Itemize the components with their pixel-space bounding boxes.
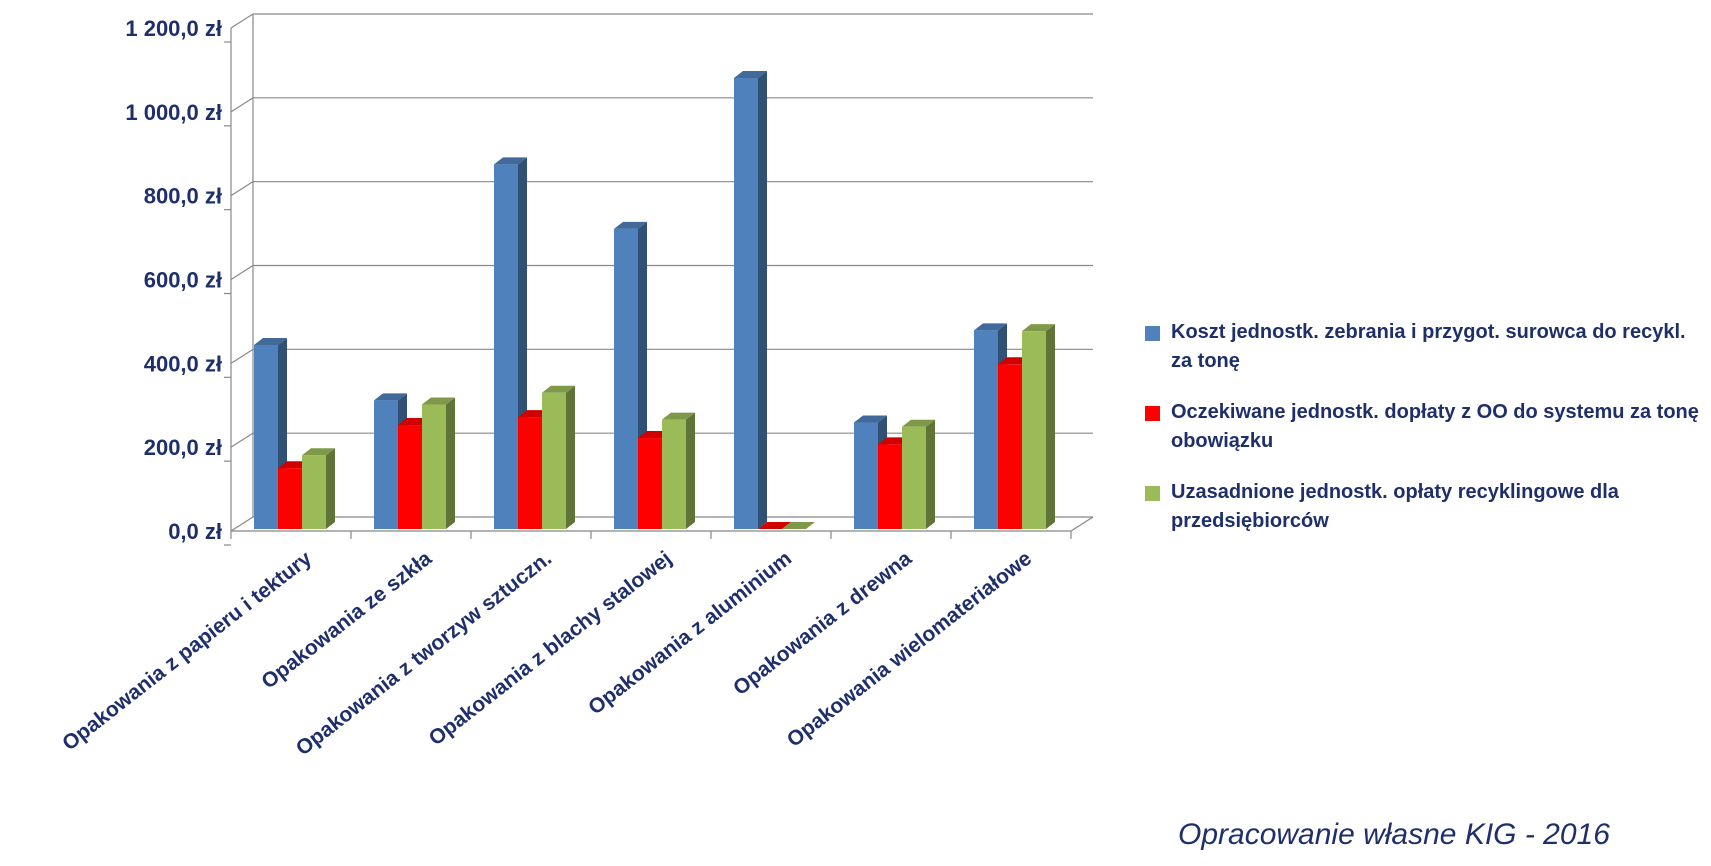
bar-side bbox=[446, 397, 455, 529]
legend-item: Koszt jednostk. zebrania i przygot. suro… bbox=[1145, 318, 1705, 376]
x-tick-label: Opakowania wielomateriałowe bbox=[783, 547, 1036, 752]
bar-top bbox=[782, 522, 815, 529]
source-note: Opracowanie własne KIG - 2016 bbox=[1178, 818, 1610, 851]
legend-item: Uzasadnione jednostk. opłaty recyklingow… bbox=[1145, 478, 1705, 536]
bar-front bbox=[1022, 331, 1046, 529]
bar-front bbox=[494, 164, 518, 529]
y-axis-tick-labels: 0,0 zł 200,0 zł 400,0 zł 600,0 zł 800,0 zł 1 … bbox=[125, 16, 222, 544]
gridline-diagonal bbox=[230, 13, 254, 29]
y-tick-label: 1 000,0 zł bbox=[125, 100, 222, 125]
bar-front bbox=[662, 419, 686, 529]
bar-top bbox=[494, 157, 527, 165]
floor-edge bbox=[1070, 516, 1094, 532]
gridline-diagonal bbox=[230, 181, 254, 197]
legend-item: Oczekiwane jednostk. dopłaty z OO do sys… bbox=[1145, 398, 1705, 456]
bar-top bbox=[758, 522, 791, 529]
bar-top bbox=[542, 385, 575, 393]
gridline-diagonal bbox=[230, 516, 254, 532]
y-tick-label: 0,0 zł bbox=[168, 519, 222, 544]
bar bbox=[782, 522, 815, 529]
y-tick-label: 1 200,0 zł bbox=[125, 16, 222, 41]
y-tick-label: 600,0 zł bbox=[144, 268, 222, 293]
bar bbox=[734, 70, 767, 529]
bar-front bbox=[614, 228, 638, 530]
bar-top bbox=[662, 412, 695, 420]
gridline-diagonal bbox=[230, 97, 254, 113]
y-tick-label: 800,0 zł bbox=[144, 184, 222, 209]
bar bbox=[662, 412, 695, 529]
chart-legend: Koszt jednostk. zebrania i przygot. suro… bbox=[1145, 318, 1705, 558]
bar-top bbox=[974, 323, 1007, 331]
legend-label: Uzasadnione jednostk. opłaty recyklingow… bbox=[1171, 481, 1619, 532]
bar-front bbox=[854, 422, 878, 529]
bar-front bbox=[542, 392, 566, 529]
bar-top bbox=[254, 337, 287, 345]
legend-swatch bbox=[1145, 406, 1160, 421]
bar-front bbox=[518, 417, 542, 529]
bar bbox=[422, 397, 455, 529]
bar-front bbox=[278, 468, 302, 529]
bar-front bbox=[398, 425, 422, 529]
legend-swatch bbox=[1145, 486, 1160, 501]
bar-front bbox=[878, 444, 902, 529]
legend-label: Koszt jednostk. zebrania i przygot. suro… bbox=[1171, 321, 1686, 372]
bar bbox=[1022, 324, 1055, 529]
gridline-diagonal bbox=[230, 264, 254, 281]
x-tick-label: Opakowania z papieru i tektury bbox=[58, 547, 316, 756]
bar-front bbox=[374, 400, 398, 529]
x-tick-label: Opakowania z tworzyw sztuczn. bbox=[292, 547, 556, 761]
bar bbox=[758, 522, 791, 529]
bar-front bbox=[902, 426, 926, 529]
chart-bars bbox=[254, 70, 1055, 530]
bar-top bbox=[422, 397, 455, 405]
x-tick-label: Opakowania z aluminium bbox=[584, 547, 796, 720]
bar-front bbox=[422, 404, 446, 529]
bar-top bbox=[902, 419, 935, 427]
y-tick-label: 200,0 zł bbox=[144, 435, 222, 460]
bar bbox=[542, 385, 575, 529]
bar-side bbox=[1046, 324, 1055, 529]
bar-front bbox=[302, 455, 326, 529]
x-tick-label: Opakowania z blachy stalowej bbox=[425, 547, 676, 751]
bar bbox=[302, 448, 335, 529]
bar-front bbox=[974, 330, 998, 529]
bar-top bbox=[734, 70, 767, 78]
chart-gridlines bbox=[224, 13, 1094, 546]
bar-side bbox=[926, 419, 935, 529]
y-tick-label: 400,0 zł bbox=[144, 351, 222, 376]
bar-front bbox=[734, 77, 758, 529]
bar-side bbox=[566, 385, 575, 529]
bar-top bbox=[854, 415, 887, 423]
bar-front bbox=[254, 344, 278, 529]
bar-side bbox=[326, 448, 335, 529]
bar-front bbox=[638, 438, 662, 529]
bar bbox=[902, 419, 935, 529]
legend-label: Oczekiwane jednostk. dopłaty z OO do sys… bbox=[1171, 401, 1699, 452]
bar-top bbox=[374, 393, 407, 401]
bar-top bbox=[1022, 324, 1055, 332]
x-axis-tick-labels: Opakowania z papieru i tekturyOpakowania… bbox=[58, 547, 1036, 761]
gridline-diagonal bbox=[230, 348, 254, 364]
bar-front bbox=[998, 364, 1022, 529]
bar-side bbox=[686, 412, 695, 529]
bar-side bbox=[758, 70, 767, 529]
gridline-diagonal bbox=[230, 432, 254, 448]
bar-top bbox=[614, 221, 647, 229]
bar-top bbox=[302, 448, 335, 456]
legend-swatch bbox=[1145, 326, 1160, 341]
